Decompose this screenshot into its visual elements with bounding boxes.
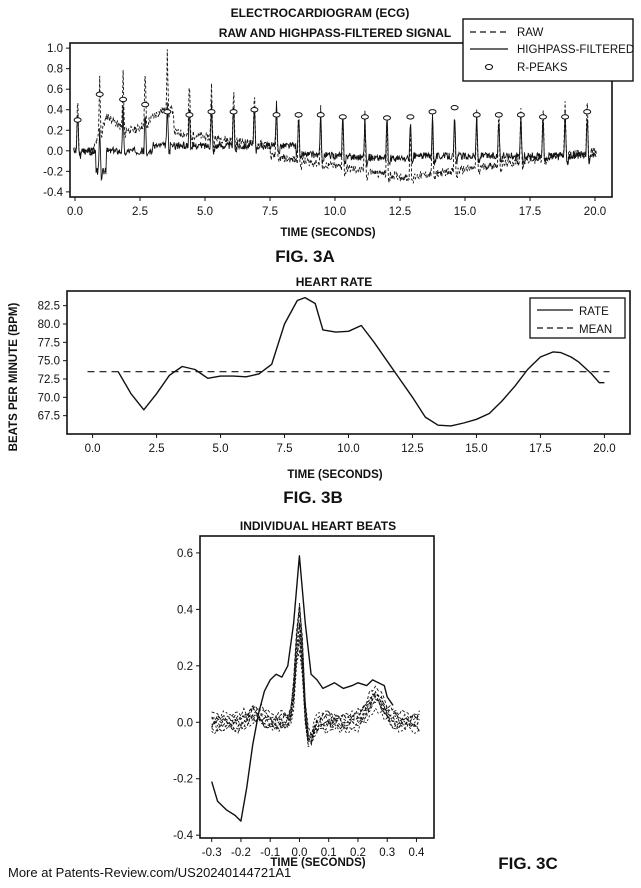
fig3c-xtick-label: 0.3 xyxy=(379,847,395,859)
fig3a-r-peak-marker xyxy=(208,110,215,114)
fig3a-r-peak-marker xyxy=(407,115,414,119)
fig3b-legend: RATE MEAN xyxy=(530,298,625,338)
fig3b-xtick-label: 2.5 xyxy=(149,443,165,455)
fig3a-xtick-label: 10.0 xyxy=(324,206,346,218)
fig3a-r-peak-marker xyxy=(273,113,280,117)
fig3a-xlabel: TIME (SECONDS) xyxy=(280,227,375,239)
fig3c-xtick-label: 0.4 xyxy=(408,847,425,859)
fig3b-ytick-label: 75.0 xyxy=(38,356,60,368)
fig3c-label: FIG. 3C xyxy=(498,854,558,873)
fig3a-r-peak-marker xyxy=(142,102,149,106)
fig3b-chart: HEART RATE BEATS PER MINUTE (BPM) 0.0 2.5… xyxy=(8,275,630,507)
fig3a-r-peak-marker xyxy=(295,113,302,117)
fig3b-ylabel: BEATS PER MINUTE (BPM) xyxy=(8,303,20,452)
fig3a-label: FIG. 3A xyxy=(275,247,335,266)
fig3b-ytick-label: 77.5 xyxy=(38,337,60,349)
legend-raw-label: RAW xyxy=(517,27,544,39)
fig3b-xtick-label: 5.0 xyxy=(213,443,229,455)
fig3a-r-peak-marker xyxy=(384,116,391,120)
fig3c-xtick-label: -0.2 xyxy=(231,847,251,859)
fig3c-ytick-label: 0.2 xyxy=(177,661,193,673)
fig3a-r-peak-marker xyxy=(473,113,480,117)
fig3a-ytick-label: 0.6 xyxy=(47,84,63,96)
fig3a-r-peak-marker xyxy=(562,115,569,119)
fig3b-title: HEART RATE xyxy=(296,275,372,289)
fig3c-first-beat-line xyxy=(212,556,393,821)
fig3a-xtick-label: 17.5 xyxy=(519,206,541,218)
fig3b-ytick-label: 67.5 xyxy=(38,411,60,423)
fig3a-ytick-label: 0.8 xyxy=(47,64,63,76)
fig3b-xtick-label: 17.5 xyxy=(529,443,551,455)
fig3a-r-peak-marker xyxy=(451,105,458,109)
fig3a-xtick-label: 0.0 xyxy=(67,206,83,218)
fig3a-r-peak-marker xyxy=(317,113,324,117)
fig3b-label: FIG. 3B xyxy=(283,488,343,507)
fig3a-xtick-label: 15.0 xyxy=(454,206,476,218)
legend-rpeaks-marker xyxy=(486,65,493,70)
fig3a-r-peak-marker xyxy=(540,115,547,119)
fig3c-title: INDIVIDUAL HEART BEATS xyxy=(240,519,396,533)
fig3a-r-peak-marker xyxy=(361,115,368,119)
fig3c-plot-frame xyxy=(200,536,434,838)
source-footer: More at Patents-Review.com/US20240144721… xyxy=(8,865,291,880)
fig3b-xtick-label: 20.0 xyxy=(593,443,615,455)
fig3c-beat-line xyxy=(212,622,420,741)
fig3a-r-peak-marker xyxy=(164,110,171,114)
fig3b-xtick-label: 7.5 xyxy=(277,443,293,455)
fig3a-r-peak-marker xyxy=(186,113,193,117)
fig3a-r-peak-marker xyxy=(74,118,81,122)
fig3a-subtitle: RAW AND HIGHPASS-FILTERED SIGNAL xyxy=(219,26,451,40)
fig3a-r-peak-marker xyxy=(120,97,127,101)
fig3a-ytick-label: 0.4 xyxy=(47,105,64,117)
fig3a-r-peak-marker xyxy=(517,113,524,117)
fig3a-ytick-label: 0.2 xyxy=(47,125,63,137)
legend-rpeaks-label: R-PEAKS xyxy=(517,62,568,74)
fig3a-r-peak-marker xyxy=(251,108,258,112)
fig3a-ytick-label: -0.2 xyxy=(43,166,63,178)
fig3a-title: ELECTROCARDIOGRAM (ECG) xyxy=(231,6,410,20)
fig3c-ytick-label: 0.4 xyxy=(177,604,194,616)
fig3b-xlabel: TIME (SECONDS) xyxy=(287,469,382,481)
fig3a-ytick-label: -0.4 xyxy=(43,187,63,199)
fig3a-filtered-line xyxy=(74,101,597,180)
fig3c-ytick-label: -0.2 xyxy=(173,774,193,786)
fig3c-beat-line xyxy=(212,650,420,745)
fig3a-xtick-label: 20.0 xyxy=(584,206,606,218)
fig3a-chart: ELECTROCARDIOGRAM (ECG) RAW AND HIGHPASS… xyxy=(43,6,634,266)
fig3a-ytick-label: 0.0 xyxy=(47,146,63,158)
fig3c-beat-line xyxy=(212,605,420,735)
fig3b-xtick-label: 10.0 xyxy=(337,443,359,455)
fig3b-ytick-label: 70.0 xyxy=(38,392,60,404)
fig3b-ytick-label: 80.0 xyxy=(38,319,60,331)
fig3c-ytick-label: 0.0 xyxy=(177,717,193,729)
legend-rate-label: RATE xyxy=(579,306,609,318)
fig3a-r-peak-marker xyxy=(495,113,502,117)
fig3a-r-peak-marker xyxy=(96,92,103,96)
fig3b-ytick-label: 72.5 xyxy=(38,374,60,386)
fig3b-xtick-label: 0.0 xyxy=(85,443,101,455)
fig3b-xtick-label: 15.0 xyxy=(465,443,487,455)
fig3c-ytick-label: -0.4 xyxy=(173,830,193,842)
fig3a-xtick-label: 12.5 xyxy=(389,206,411,218)
fig3a-xtick-label: 7.5 xyxy=(262,206,278,218)
fig3a-r-peak-marker xyxy=(230,110,237,114)
legend-mean-label: MEAN xyxy=(579,324,612,336)
fig3b-ytick-label: 82.5 xyxy=(38,301,60,313)
fig3a-ytick-label: 1.0 xyxy=(47,43,63,55)
fig3b-xtick-label: 12.5 xyxy=(401,443,423,455)
fig3c-ytick-label: 0.6 xyxy=(177,548,193,560)
fig3a-xtick-label: 5.0 xyxy=(197,206,213,218)
fig3a-legend: RAW HIGHPASS-FILTERED R-PEAKS xyxy=(463,19,634,81)
fig3c-chart: INDIVIDUAL HEART BEATS -0.3-0.2-0.10.00.… xyxy=(173,519,558,873)
fig3a-r-peak-marker xyxy=(339,115,346,119)
fig3a-r-peak-marker xyxy=(429,110,436,114)
fig3a-xtick-label: 2.5 xyxy=(132,206,148,218)
fig3c-xtick-label: -0.3 xyxy=(202,847,222,859)
fig3a-r-peak-marker xyxy=(584,110,591,114)
fig3c-beat-line xyxy=(212,603,420,738)
legend-filtered-label: HIGHPASS-FILTERED xyxy=(517,44,634,56)
